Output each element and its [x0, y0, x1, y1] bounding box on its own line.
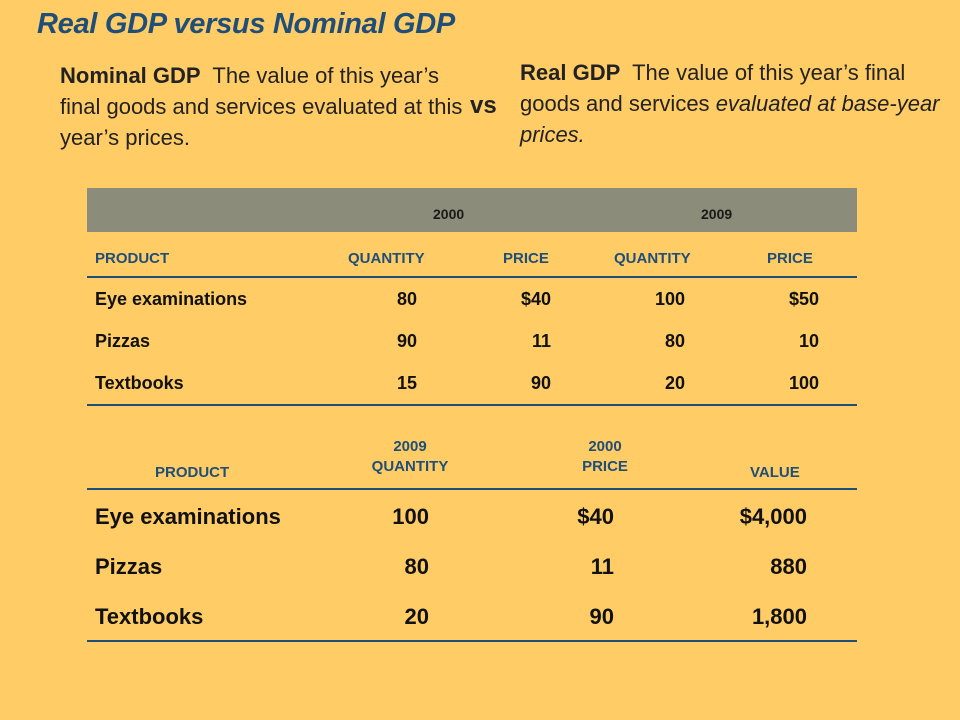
cell-product: Textbooks [95, 604, 204, 629]
cell-price-2000: $40 [520, 289, 551, 309]
header-quantity-label: QUANTITY [371, 458, 449, 475]
header-price-2000: PRICE [503, 250, 549, 267]
real-gdp-calculation-table: PRODUCT 2009 QUANTITY 2000 PRICE VALUE E… [87, 430, 857, 642]
cell-value: $4,000 [739, 504, 807, 529]
real-gdp-term: Real GDP [520, 60, 621, 85]
cell-price-2009: 100 [788, 373, 819, 393]
cell-price: 11 [590, 554, 614, 579]
table-row: Pizzas 90 11 80 10 [87, 320, 857, 362]
slide-title: Real GDP versus Nominal GDP [37, 8, 455, 40]
year-2009-label: 2009 [701, 206, 733, 222]
table-row: Textbooks 20 90 1,800 [87, 590, 857, 642]
table-row: Textbooks 15 90 20 100 [87, 362, 857, 406]
table-header-row: PRODUCT 2009 QUANTITY 2000 PRICE VALUE [87, 430, 857, 490]
header-product: PRODUCT [95, 250, 170, 267]
cell-quantity-2000: 80 [396, 289, 417, 309]
header-product: PRODUCT [155, 464, 230, 481]
cell-quantity-2000: 15 [396, 373, 417, 393]
year-header-band: 2000 2009 [87, 188, 857, 232]
nominal-gdp-definition: Nominal GDP The value of this year’s fin… [60, 60, 470, 153]
year-2000-label: 2000 [433, 206, 465, 222]
table-row: Eye examinations 80 $40 100 $50 [87, 278, 857, 320]
table-row: Eye examinations 100 $40 $4,000 [87, 490, 857, 540]
cell-price-2000: 90 [530, 373, 551, 393]
cell-product: Textbooks [95, 373, 184, 393]
header-quantity-year: 2009 [393, 438, 427, 455]
header-price-year: 2000 [588, 438, 622, 455]
table-header-row: PRODUCT QUANTITY PRICE QUANTITY PRICE [87, 232, 857, 278]
cell-price-2009: 10 [798, 331, 819, 351]
cell-price-2000: 11 [531, 331, 551, 351]
header-price-2000: 2000 PRICE [565, 437, 645, 477]
cell-quantity: 20 [404, 604, 429, 629]
cell-quantity-2009: 20 [664, 373, 685, 393]
header-price-label: PRICE [582, 458, 628, 475]
cell-product: Eye examinations [95, 504, 281, 529]
real-gdp-definition: Real GDP The value of this year’s final … [520, 57, 950, 150]
cell-product: Pizzas [95, 554, 163, 579]
real-gdp-text-italic: evaluated at base-year prices. [520, 91, 940, 147]
header-price-2009: PRICE [767, 250, 813, 267]
cell-price: $40 [577, 504, 614, 529]
header-quantity-2009: QUANTITY [614, 250, 691, 267]
cell-product: Eye examinations [95, 289, 248, 309]
cell-quantity: 80 [404, 554, 429, 579]
cell-quantity-2000: 90 [396, 331, 417, 351]
cell-quantity-2009: 100 [654, 289, 685, 309]
cell-price-2009: $50 [788, 289, 819, 309]
production-prices-table: 2000 2009 PRODUCT QUANTITY PRICE QUANTIT… [87, 188, 857, 406]
cell-quantity: 100 [392, 504, 429, 529]
header-quantity-2009: 2009 QUANTITY [355, 437, 465, 477]
cell-product: Pizzas [95, 331, 151, 351]
cell-value: 1,800 [751, 604, 807, 629]
header-value: VALUE [750, 464, 800, 481]
versus-label: vs [470, 92, 497, 119]
cell-quantity-2009: 80 [664, 331, 685, 351]
cell-value: 880 [770, 554, 807, 579]
real-gdp-text: The value of this year’s final goods and… [520, 60, 906, 116]
cell-price: 90 [589, 604, 614, 629]
header-quantity-2000: QUANTITY [348, 250, 425, 267]
table-row: Pizzas 80 11 880 [87, 540, 857, 590]
nominal-gdp-term: Nominal GDP [60, 63, 201, 88]
nominal-gdp-text: The value of this year’s final goods and… [60, 63, 463, 150]
